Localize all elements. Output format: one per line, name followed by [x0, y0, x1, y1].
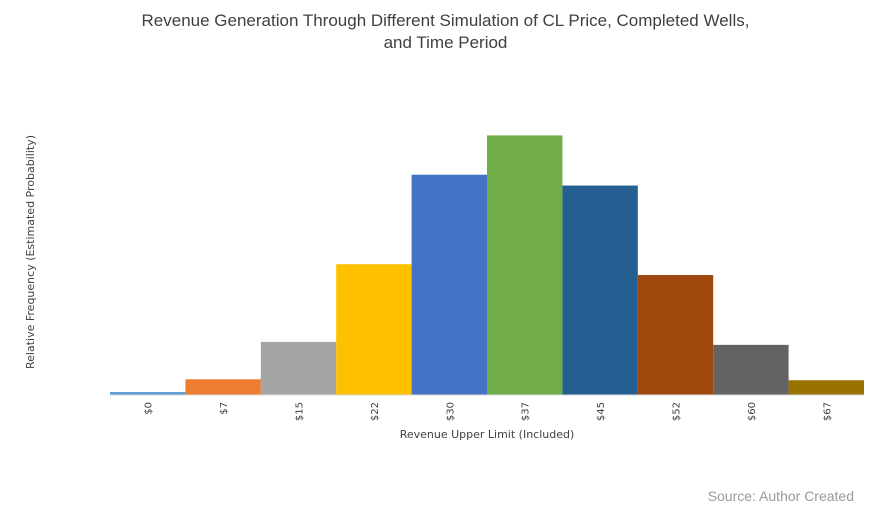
- bar-3: [260, 341, 337, 395]
- bar-2: [185, 379, 261, 395]
- bar-9: [713, 344, 789, 395]
- bar-10: [788, 380, 864, 395]
- bar-1: [110, 392, 186, 395]
- x-axis-label: Revenue Upper Limit (Included): [400, 428, 575, 441]
- x-tick-label-2: $7: [219, 402, 230, 415]
- bars-group: [110, 135, 864, 395]
- bar-4: [336, 264, 412, 395]
- y-axis-label: Relative Frequency (Estimated Probabilit…: [24, 135, 37, 369]
- chart-title: Revenue Generation Through Different Sim…: [0, 10, 891, 54]
- x-tick-label-4: $22: [370, 402, 381, 421]
- bar-6: [487, 135, 563, 395]
- x-tick-label-3: $15: [295, 402, 306, 421]
- x-tick-label-10: $67: [822, 402, 833, 421]
- x-tick-labels: $0 $7 $15 $22 $30 $37 $45 $52 $60 $67: [144, 402, 834, 421]
- bar-5: [411, 174, 487, 395]
- x-tick-label-1: $0: [144, 402, 155, 415]
- bar-8: [637, 275, 714, 395]
- x-tick-label-5: $30: [445, 402, 456, 421]
- bar-7: [562, 185, 638, 395]
- x-tick-label-8: $52: [672, 402, 683, 421]
- x-tick-label-7: $45: [596, 402, 607, 421]
- x-tick-label-9: $60: [747, 402, 758, 421]
- chart-title-line-2: and Time Period: [383, 33, 508, 52]
- chart-title-line-1: Revenue Generation Through Different Sim…: [141, 11, 750, 30]
- x-tick-label-6: $37: [521, 402, 532, 421]
- source-note: Source: Author Created: [707, 488, 854, 504]
